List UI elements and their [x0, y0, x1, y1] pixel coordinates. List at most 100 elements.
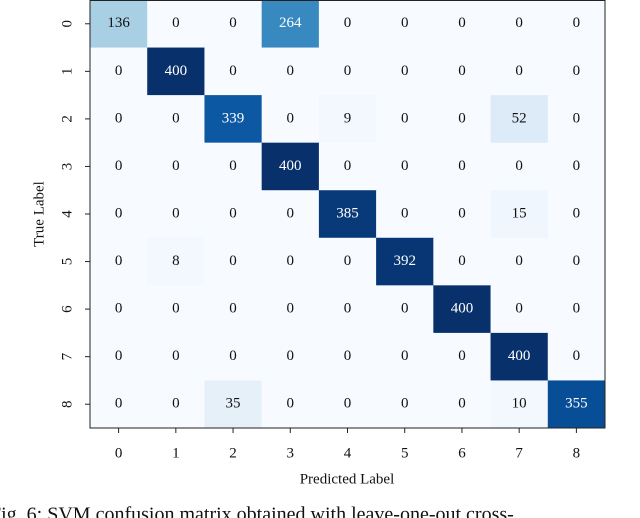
cell-label: 385 [336, 205, 359, 221]
cell [547, 237, 606, 286]
cell [318, 190, 377, 239]
cell [490, 190, 549, 239]
cell [490, 47, 549, 96]
cell-label: 0 [287, 301, 295, 317]
cell-label: 400 [508, 348, 531, 364]
caption: Fig. 6: SVM confusion matrix obtained wi… [0, 504, 514, 518]
cell [261, 0, 320, 49]
y-tick-label: 4 [59, 210, 75, 218]
cell [204, 47, 263, 96]
y-tick-label: 0 [59, 20, 75, 28]
cell-label: 0 [458, 253, 466, 269]
cell [147, 142, 205, 191]
x-tick-label: 6 [458, 445, 466, 461]
cell-label: 8 [172, 253, 180, 269]
cell-label: 0 [115, 253, 123, 269]
cell-label: 0 [573, 158, 581, 174]
cell-label: 0 [287, 253, 295, 269]
cell-label: 400 [165, 63, 188, 79]
y-tick-label: 6 [59, 305, 75, 313]
cell-label: 0 [401, 205, 409, 221]
cell [490, 380, 549, 429]
cell-label: 0 [287, 348, 295, 364]
y-tick-label: 3 [59, 163, 75, 171]
cell [261, 95, 320, 144]
cell [204, 332, 263, 381]
x-tick-label: 1 [172, 445, 180, 461]
cell-label: 0 [344, 301, 352, 317]
cell [490, 332, 549, 381]
cell-label: 0 [172, 110, 180, 126]
cell-label: 0 [458, 110, 466, 126]
cell-label: 0 [573, 15, 581, 31]
cell [204, 95, 263, 144]
cell [318, 237, 377, 286]
cell [318, 0, 377, 49]
cell-label: 0 [229, 158, 237, 174]
y-tick-label: 8 [59, 400, 75, 408]
cell [433, 285, 492, 334]
cell-label: 0 [458, 63, 466, 79]
cell [376, 237, 434, 286]
cell-label: 0 [573, 63, 581, 79]
cell-label: 0 [401, 301, 409, 317]
cell [90, 380, 148, 429]
cell [318, 142, 377, 191]
x-tick-label: 2 [229, 445, 237, 461]
cell [433, 47, 492, 96]
cell-label: 0 [287, 110, 295, 126]
x-tick-label: 0 [115, 445, 123, 461]
cell [433, 95, 492, 144]
cell-label: 0 [172, 396, 180, 412]
cell [433, 380, 492, 429]
cell [490, 142, 549, 191]
cell-label: 0 [401, 158, 409, 174]
cell-label: 0 [115, 348, 123, 364]
cell [490, 285, 549, 334]
cell-label: 0 [229, 348, 237, 364]
cell-label: 0 [172, 301, 180, 317]
cell-label: 0 [515, 63, 523, 79]
cell [147, 95, 205, 144]
cell-label: 0 [344, 253, 352, 269]
cell-label: 0 [229, 301, 237, 317]
cell-label: 0 [458, 396, 466, 412]
cell [147, 332, 205, 381]
x-tick-label: 4 [344, 445, 352, 461]
cell-label: 10 [512, 396, 527, 412]
cell-label: 0 [115, 158, 123, 174]
cell [433, 332, 492, 381]
cell-label: 0 [344, 15, 352, 31]
x-tick-label: 7 [515, 445, 523, 461]
cell-label: 9 [344, 110, 352, 126]
cell [547, 285, 606, 334]
cell [261, 142, 320, 191]
cell [376, 190, 434, 239]
cell [147, 47, 205, 96]
cell-label: 0 [458, 15, 466, 31]
cell-label: 0 [458, 205, 466, 221]
cell-label: 0 [115, 396, 123, 412]
cell-label: 0 [229, 63, 237, 79]
cell-label: 0 [515, 253, 523, 269]
cell [376, 380, 434, 429]
cell [204, 237, 263, 286]
cell-label: 0 [287, 63, 295, 79]
cell [433, 0, 492, 49]
cell-label: 0 [573, 110, 581, 126]
x-tick-label: 8 [573, 445, 581, 461]
cell [376, 285, 434, 334]
cell-label: 136 [107, 15, 130, 31]
cell-label: 0 [573, 205, 581, 221]
cell [261, 190, 320, 239]
cell [261, 237, 320, 286]
cell-label: 0 [344, 158, 352, 174]
cell-label: 0 [115, 205, 123, 221]
x-axis-label: Predicted Label [300, 471, 395, 487]
cell [261, 380, 320, 429]
cell-label: 0 [573, 348, 581, 364]
cell-label: 0 [515, 301, 523, 317]
cell-label: 0 [287, 396, 295, 412]
cell [204, 142, 263, 191]
